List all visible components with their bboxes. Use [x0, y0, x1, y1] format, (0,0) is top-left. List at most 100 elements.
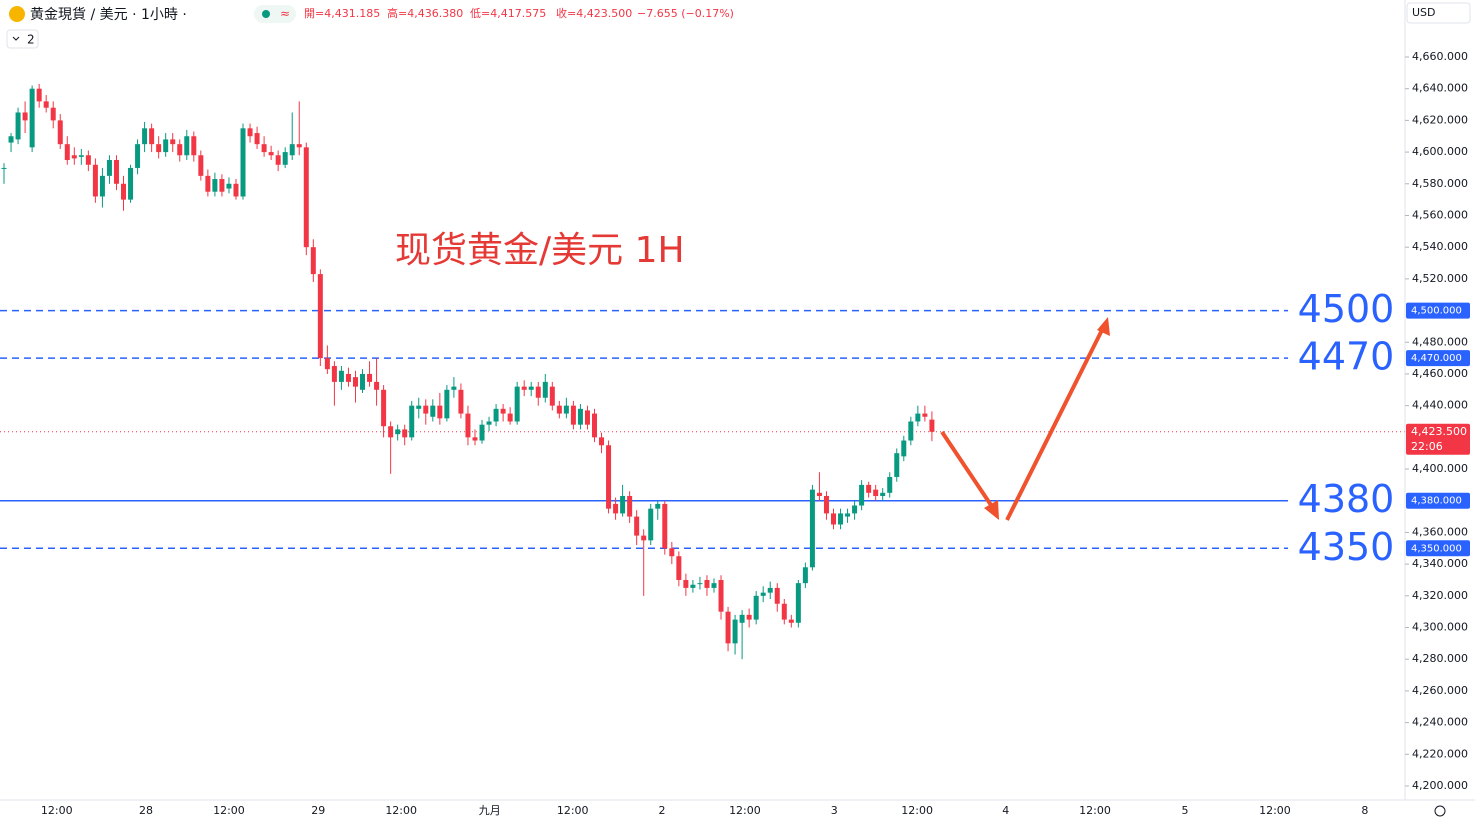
candle-body: [233, 183, 239, 197]
x-tick-label: 12:00: [1259, 804, 1291, 817]
symbol-title[interactable]: 黄金現貨 / 美元 · 1小時 ·: [30, 6, 187, 23]
y-tick-label: 4,660.000: [1412, 50, 1468, 63]
currency: USD: [1412, 6, 1436, 19]
y-tick-label: 4,200.000: [1412, 779, 1468, 792]
candle-body: [50, 107, 56, 121]
level-label: 4470: [1298, 335, 1395, 379]
candle-body: [613, 503, 619, 514]
candle-body: [648, 508, 654, 541]
candle-body: [395, 429, 401, 435]
annotation: 现货黄金/美元 1H: [395, 230, 685, 271]
arrow-up: [1005, 325, 1106, 521]
candle-body: [514, 386, 520, 422]
candle-body: [57, 120, 63, 145]
candle-body: [240, 128, 246, 197]
candle-body: [676, 556, 682, 580]
candle-body: [528, 386, 534, 390]
y-tick-label: 4,320.000: [1412, 589, 1468, 602]
level-badge: [1406, 492, 1470, 509]
candle-body: [718, 579, 724, 612]
x-tick-label: 12:00: [213, 804, 245, 817]
candle-body: [486, 421, 492, 425]
level-label: 4350: [1298, 525, 1395, 569]
candle-body: [451, 386, 457, 390]
candle-body: [584, 410, 590, 425]
ohlc-value: 收=4,423.500: [556, 6, 632, 20]
level-label: 4380: [1298, 477, 1395, 521]
candle-body: [198, 155, 204, 176]
candle-body: [591, 413, 597, 438]
candle-body: [472, 437, 478, 441]
candle-body: [535, 386, 541, 398]
candle-body: [71, 155, 77, 159]
candle-body: [247, 128, 253, 137]
candle-body: [788, 619, 794, 623]
x-tick-label: 九月: [479, 804, 501, 817]
indicator-toggle[interactable]: [6, 29, 39, 49]
candle-body: [402, 429, 408, 438]
candle-body: [92, 164, 98, 197]
candle-body: [662, 503, 668, 549]
x-tick-label: 28: [139, 804, 153, 817]
x-tick-label: 3: [831, 804, 838, 817]
y-tick-label: 4,340.000: [1412, 557, 1468, 570]
x-tick-label: 8: [1361, 804, 1368, 817]
y-tick-label: 4,640.000: [1412, 82, 1468, 95]
candle-body: [352, 377, 358, 387]
ohlc-value: 開=4,431.185: [304, 7, 380, 20]
x-tick-label: 12:00: [1079, 804, 1111, 817]
level-badge: [1406, 302, 1470, 319]
candle-body: [113, 160, 119, 184]
candle-body: [655, 503, 661, 509]
candle-body: [816, 492, 822, 496]
candle-body: [563, 405, 569, 414]
arrow-down: [940, 430, 999, 516]
candle-body: [915, 413, 921, 422]
candle-body: [549, 386, 555, 406]
x-tick-label: 12:00: [385, 804, 417, 817]
y-tick-label: 4,580.000: [1412, 177, 1468, 190]
candle-body: [135, 144, 141, 168]
candle-body: [887, 476, 893, 493]
x-tick-label: 4: [1002, 804, 1009, 817]
candle-body: [15, 112, 21, 140]
candle-body: [310, 247, 316, 275]
level-badge-label: 4,500.000: [1411, 306, 1462, 317]
candle-body: [226, 183, 232, 189]
level-badge-label: 4,380.000: [1411, 496, 1462, 507]
candle-body: [296, 144, 302, 148]
candle-body: [268, 152, 274, 156]
candle-body: [458, 389, 464, 414]
ohlc-value: 低=4,417.575: [470, 7, 546, 20]
candle-body: [360, 373, 366, 390]
candle-body: [465, 413, 471, 438]
market-status[interactable]: [254, 5, 296, 23]
candle-body: [507, 413, 513, 422]
candle-body: [149, 128, 155, 145]
candle-body: [894, 453, 900, 477]
x-tick-label: 12:00: [41, 804, 73, 817]
candle-body: [205, 175, 211, 192]
x-tick-label: 2: [658, 804, 665, 817]
candle-body: [838, 513, 844, 525]
candle-body: [64, 144, 70, 161]
candle-body: [423, 405, 429, 414]
candle-body: [437, 405, 443, 419]
candle-body: [542, 381, 548, 398]
x-tick-label: 5: [1181, 804, 1188, 817]
settings-icon[interactable]: [1434, 805, 1446, 817]
currency-button[interactable]: [1406, 2, 1471, 24]
chevron: [12, 36, 20, 41]
candle-body: [697, 583, 703, 585]
level-badge-label: 4,470.000: [1411, 353, 1462, 364]
x-tick-label: 29: [311, 804, 325, 817]
candle-body: [711, 583, 717, 588]
candle-body: [845, 513, 851, 517]
candle-body: [767, 587, 773, 593]
candle-body: [8, 136, 14, 143]
y-tick-label: 4,280.000: [1412, 652, 1468, 665]
candle-body: [725, 611, 731, 644]
candle-body: [430, 405, 436, 417]
arrow-head: [1097, 317, 1110, 336]
candle-body: [317, 274, 323, 359]
